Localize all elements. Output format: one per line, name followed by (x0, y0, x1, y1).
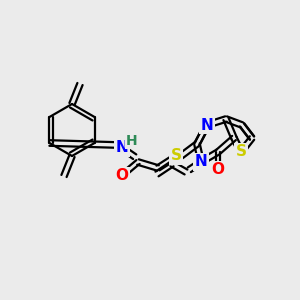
Text: O: O (116, 169, 128, 184)
Text: O: O (212, 163, 224, 178)
Text: N: N (201, 118, 213, 133)
Text: N: N (116, 140, 128, 155)
Text: H: H (126, 134, 138, 148)
Text: N: N (195, 154, 207, 169)
Text: S: S (236, 145, 247, 160)
Text: S: S (170, 148, 182, 164)
